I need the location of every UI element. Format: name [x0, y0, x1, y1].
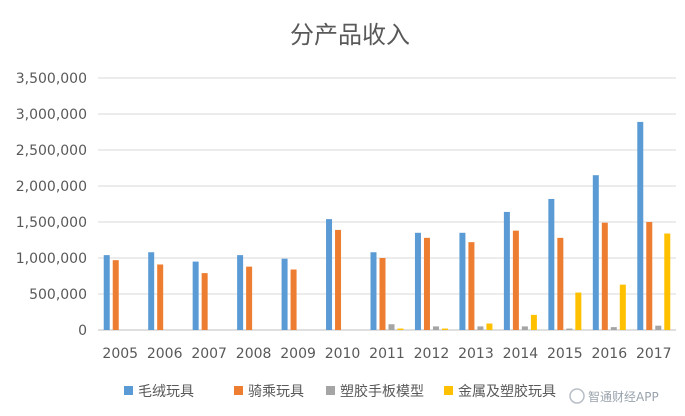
x-tick-label: 2012: [414, 346, 450, 362]
bar: [441, 328, 448, 330]
bar: [548, 198, 555, 330]
bar: [557, 237, 564, 330]
x-tick-label: 2016: [591, 346, 627, 362]
watermark: 智通财经APP: [569, 388, 659, 404]
bar: [486, 323, 493, 330]
bar: [575, 292, 582, 330]
y-tick-label: 2,500,000: [16, 143, 87, 159]
y-tick-label: 3,500,000: [16, 71, 87, 87]
y-axis-ticks: 0 500,000 1,000,000 1,500,000 2,000,000 2,500…: [16, 71, 87, 339]
bar: [432, 326, 439, 330]
x-tick-label: 2014: [503, 346, 539, 362]
y-tick-label: 1,000,000: [16, 251, 87, 267]
bar: [290, 269, 297, 330]
y-tick-label: 3,000,000: [16, 107, 87, 123]
x-tick-label: 2009: [280, 346, 316, 362]
bar: [503, 211, 510, 330]
legend-label: 骑乘玩具: [248, 384, 304, 400]
x-axis-ticks: 2005 2006 2007 2008 2009 2010 2011 2012 2013 2014…: [102, 346, 671, 362]
bar: [601, 222, 608, 330]
bar: [592, 175, 599, 330]
y-tick-label: 0: [78, 323, 87, 339]
bar: [512, 230, 519, 330]
legend-swatch: [326, 386, 335, 395]
watermark-text: 智通财经APP: [588, 389, 659, 404]
bars: [103, 121, 671, 330]
x-tick-label: 2005: [102, 346, 138, 362]
bar: [379, 258, 386, 330]
bar: [619, 284, 626, 330]
legend-swatch: [124, 386, 133, 395]
bar: [423, 237, 430, 330]
bar: [664, 233, 671, 330]
bar: [566, 328, 573, 330]
x-tick-label: 2008: [236, 346, 272, 362]
bar: [530, 314, 537, 330]
x-tick-label: 2006: [147, 346, 183, 362]
legend-swatch: [234, 386, 243, 395]
bar: [157, 264, 164, 330]
x-tick-label: 2017: [636, 346, 672, 362]
bar: [237, 255, 244, 330]
gridlines: [98, 77, 676, 331]
legend-swatch: [444, 386, 453, 395]
bar: [397, 328, 404, 330]
x-tick-label: 2011: [369, 346, 405, 362]
x-tick-label: 2010: [325, 346, 361, 362]
legend: 毛绒玩具 骑乘玩具 塑胶手板模型 金属及塑胶玩具: [124, 383, 556, 400]
y-tick-label: 500,000: [29, 287, 87, 303]
bar: [103, 255, 110, 330]
bar: [459, 232, 466, 330]
x-tick-label: 2007: [191, 346, 227, 362]
legend-label: 塑胶手板模型: [340, 383, 424, 400]
bar: [521, 326, 528, 330]
bar: [148, 252, 155, 330]
bar: [326, 219, 333, 330]
bar: [637, 121, 644, 330]
bar: [192, 261, 199, 330]
bar: [388, 324, 395, 330]
bar: [468, 242, 475, 330]
bar: [610, 327, 617, 330]
bar: [201, 273, 208, 330]
bar: [414, 232, 421, 330]
bar: [655, 325, 662, 330]
x-tick-label: 2015: [547, 346, 583, 362]
chart-title: 分产品收入: [290, 21, 410, 49]
bar: [246, 266, 253, 330]
y-tick-label: 2,000,000: [16, 179, 87, 195]
bar: [370, 252, 377, 330]
watermark-logo-icon: [569, 388, 585, 404]
bar: [112, 260, 119, 330]
bar: [646, 222, 653, 330]
legend-label: 毛绒玩具: [138, 384, 194, 400]
bar: [477, 326, 484, 330]
y-tick-label: 1,500,000: [16, 215, 87, 231]
legend-label: 金属及塑胶玩具: [458, 383, 556, 400]
bar: [335, 229, 342, 330]
bar: [281, 258, 288, 330]
x-tick-label: 2013: [458, 346, 494, 362]
